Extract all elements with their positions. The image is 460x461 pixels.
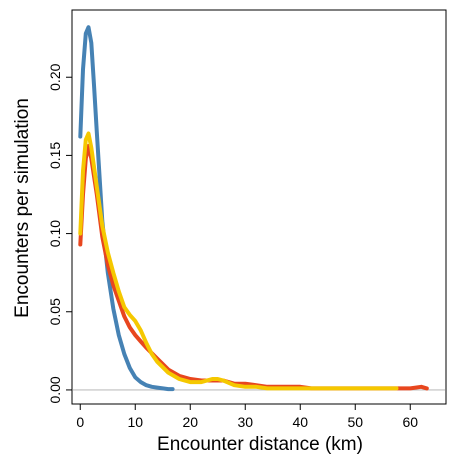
x-tick-label: 60 — [402, 414, 418, 430]
y-tick-label: 0.15 — [47, 142, 63, 169]
y-tick-label: 0.10 — [47, 220, 63, 247]
series-line-3 — [78, 131, 399, 391]
y-tick-label: 0.20 — [47, 63, 63, 90]
tick-group: 0 10 20 30 40 50 60 0.00 0.05 0.10 0.15 0.20 — [47, 63, 418, 430]
y-tick-label: 0.00 — [47, 376, 63, 403]
x-tick-label: 0 — [76, 414, 84, 430]
series-group — [78, 25, 429, 392]
x-tick-label: 40 — [292, 414, 308, 430]
x-axis-label: Encounter distance (km) — [157, 434, 363, 455]
x-tick-label: 10 — [127, 414, 143, 430]
y-axis-label: Encounters per simulation — [12, 98, 33, 318]
x-tick-label: 50 — [347, 414, 363, 430]
x-tick-label: 20 — [182, 414, 198, 430]
x-tick-label: 30 — [237, 414, 253, 430]
series-line-1 — [78, 25, 175, 392]
y-tick-label: 0.05 — [47, 298, 63, 325]
series-line-2 — [78, 144, 429, 391]
plot-frame — [71, 9, 447, 405]
